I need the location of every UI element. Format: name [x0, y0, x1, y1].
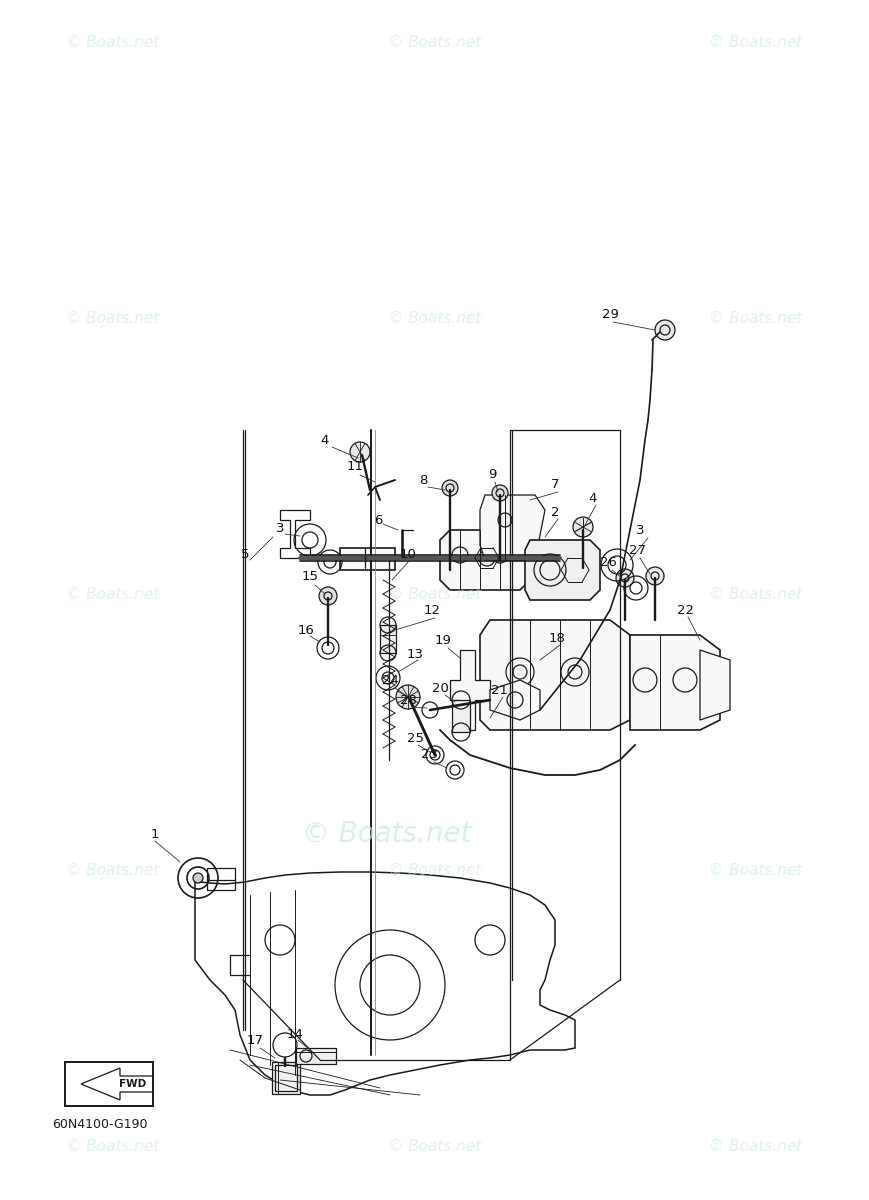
Polygon shape	[490, 680, 540, 720]
Circle shape	[573, 517, 593, 538]
Text: 24: 24	[381, 673, 399, 686]
Text: 14: 14	[287, 1028, 303, 1042]
Text: 18: 18	[548, 631, 566, 644]
Text: 3: 3	[275, 522, 284, 534]
Polygon shape	[700, 650, 730, 720]
Bar	[340, 548, 395, 570]
Text: © Boats.net: © Boats.net	[66, 35, 160, 49]
Polygon shape	[450, 650, 490, 730]
Text: 2: 2	[551, 506, 560, 520]
Text: 13: 13	[407, 648, 423, 661]
Text: 19: 19	[434, 634, 451, 647]
Text: 6: 6	[374, 514, 382, 527]
Text: 4: 4	[589, 492, 597, 504]
Text: 17: 17	[247, 1033, 263, 1046]
Text: 9: 9	[488, 468, 496, 481]
Text: 7: 7	[551, 479, 560, 492]
Text: 8: 8	[419, 474, 428, 486]
Text: © Boats.net: © Boats.net	[709, 863, 803, 877]
Text: FWD: FWD	[119, 1079, 147, 1090]
Text: © Boats.net: © Boats.net	[388, 1139, 481, 1153]
Bar	[380, 625, 396, 653]
Text: 29: 29	[601, 308, 619, 322]
Text: 25: 25	[407, 732, 423, 744]
Text: 1: 1	[150, 828, 159, 841]
Bar	[65, 1062, 153, 1106]
Text: 26: 26	[600, 557, 616, 570]
Circle shape	[492, 485, 508, 502]
Text: 11: 11	[347, 461, 363, 474]
Polygon shape	[440, 530, 530, 590]
Text: 28: 28	[400, 694, 416, 707]
Text: © Boats.net: © Boats.net	[66, 1139, 160, 1153]
Circle shape	[350, 442, 370, 462]
Text: 3: 3	[636, 523, 644, 536]
Text: © Boats.net: © Boats.net	[388, 587, 481, 601]
Polygon shape	[480, 620, 630, 730]
Text: 4: 4	[321, 433, 329, 446]
Text: © Boats.net: © Boats.net	[388, 35, 481, 49]
Bar	[207, 868, 235, 890]
Text: 23: 23	[421, 749, 439, 762]
Circle shape	[616, 569, 634, 587]
Text: 12: 12	[423, 604, 441, 617]
Circle shape	[442, 480, 458, 496]
Text: 21: 21	[492, 684, 508, 696]
Polygon shape	[480, 494, 545, 560]
Text: © Boats.net: © Boats.net	[302, 820, 472, 848]
Text: 15: 15	[302, 570, 319, 583]
Polygon shape	[630, 635, 720, 730]
Bar	[296, 1048, 336, 1064]
Polygon shape	[525, 540, 600, 600]
Text: © Boats.net: © Boats.net	[709, 35, 803, 49]
Text: © Boats.net: © Boats.net	[709, 1139, 803, 1153]
Circle shape	[655, 320, 675, 340]
Text: 5: 5	[241, 548, 249, 562]
Text: © Boats.net: © Boats.net	[709, 587, 803, 601]
Bar	[272, 1062, 300, 1094]
Circle shape	[646, 566, 664, 584]
Circle shape	[193, 874, 203, 883]
Bar	[275, 1066, 297, 1091]
Text: 27: 27	[629, 544, 647, 557]
Circle shape	[319, 587, 337, 605]
Text: 10: 10	[400, 548, 416, 562]
Text: © Boats.net: © Boats.net	[66, 587, 160, 601]
Text: © Boats.net: © Boats.net	[388, 863, 481, 877]
Circle shape	[396, 685, 420, 709]
Text: 60N4100-G190: 60N4100-G190	[52, 1118, 148, 1132]
Text: © Boats.net: © Boats.net	[709, 311, 803, 325]
Text: 20: 20	[432, 682, 448, 695]
Text: 16: 16	[297, 624, 315, 636]
Text: 22: 22	[676, 604, 693, 617]
Bar	[452, 700, 470, 732]
Text: © Boats.net: © Boats.net	[388, 311, 481, 325]
Text: © Boats.net: © Boats.net	[66, 311, 160, 325]
Text: © Boats.net: © Boats.net	[66, 863, 160, 877]
